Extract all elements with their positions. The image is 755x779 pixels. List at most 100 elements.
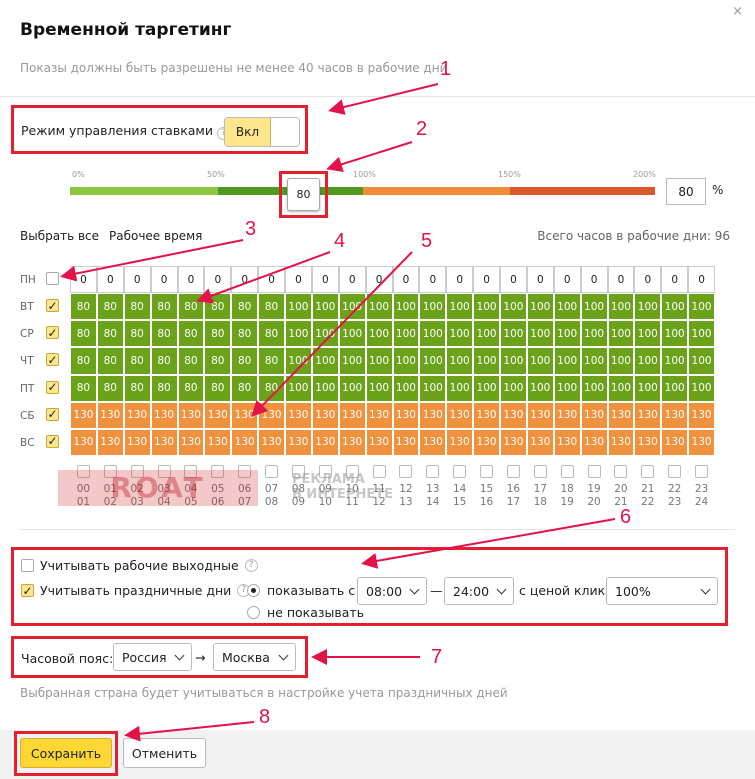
grid-cell[interactable]: 100 — [688, 347, 715, 375]
grid-cell[interactable]: 130 — [96, 428, 124, 456]
grid-cell[interactable]: 0 — [500, 266, 527, 294]
grid-cell[interactable]: 100 — [285, 320, 312, 348]
hide-radio-option[interactable]: не показывать — [247, 605, 364, 620]
grid-cell[interactable]: 100 — [338, 347, 366, 375]
grid-cell[interactable]: 100 — [580, 320, 608, 348]
grid-cell[interactable]: 100 — [311, 293, 339, 321]
grid-cell[interactable]: 0 — [661, 266, 689, 294]
day-checkbox[interactable]: ✓ — [46, 407, 59, 422]
hour-checkbox[interactable] — [291, 465, 305, 478]
grid-cell[interactable]: 100 — [553, 374, 581, 402]
grid-cell[interactable]: 80 — [258, 347, 285, 375]
grid-cell[interactable]: 100 — [285, 293, 312, 321]
grid-cell[interactable]: 130 — [526, 401, 554, 429]
grid-cell[interactable]: 130 — [473, 428, 500, 456]
country-select[interactable]: Россия — [113, 643, 192, 671]
grid-cell[interactable]: 130 — [661, 401, 689, 429]
grid-cell[interactable]: 80 — [204, 320, 232, 348]
grid-cell[interactable]: 130 — [446, 401, 474, 429]
grid-cell[interactable]: 0 — [634, 266, 662, 294]
grid-cell[interactable]: 100 — [338, 374, 366, 402]
grid-cell[interactable]: 130 — [446, 428, 474, 456]
grid-cell[interactable]: 100 — [365, 320, 393, 348]
bid-mode-toggle[interactable]: Вкл — [224, 117, 300, 147]
slider-track-dark-orange[interactable] — [510, 187, 655, 195]
grid-cell[interactable]: 130 — [688, 428, 715, 456]
grid-cell[interactable]: 80 — [150, 374, 178, 402]
grid-cell[interactable]: 130 — [607, 401, 635, 429]
hour-checkbox[interactable] — [426, 465, 440, 478]
grid-cell[interactable]: 130 — [338, 428, 366, 456]
grid-cell[interactable]: 130 — [526, 428, 554, 456]
grid-cell[interactable]: 80 — [231, 347, 259, 375]
grid-cell[interactable]: 130 — [473, 401, 500, 429]
grid-cell[interactable]: 130 — [150, 401, 178, 429]
grid-cell[interactable]: 100 — [392, 347, 420, 375]
grid-cell[interactable]: 130 — [607, 428, 635, 456]
working-weekends-checkbox[interactable] — [21, 559, 34, 572]
grid-cell[interactable]: 100 — [688, 374, 715, 402]
grid-cell[interactable]: 0 — [473, 266, 500, 294]
grid-cell[interactable]: 100 — [688, 293, 715, 321]
grid-cell[interactable]: 100 — [661, 293, 689, 321]
grid-cell[interactable]: 100 — [500, 320, 527, 348]
slider-handle[interactable]: 80 — [287, 178, 320, 211]
grid-cell[interactable]: 100 — [553, 320, 581, 348]
grid-cell[interactable]: 80 — [231, 293, 259, 321]
grid-cell[interactable]: 130 — [311, 401, 339, 429]
grid-cell[interactable]: 80 — [204, 374, 232, 402]
grid-cell[interactable]: 130 — [285, 401, 312, 429]
hour-checkbox[interactable] — [560, 465, 574, 478]
day-checkbox[interactable]: ✓ — [46, 298, 59, 313]
hour-checkbox[interactable] — [318, 465, 332, 478]
grid-cell[interactable]: 0 — [285, 266, 312, 294]
grid-cell[interactable]: 100 — [580, 374, 608, 402]
close-icon[interactable]: × — [732, 4, 743, 19]
grid-cell[interactable]: 130 — [365, 401, 393, 429]
day-checkbox[interactable] — [46, 272, 59, 285]
grid-cell[interactable]: 100 — [446, 374, 474, 402]
grid-cell[interactable]: 80 — [258, 320, 285, 348]
grid-cell[interactable]: 100 — [634, 320, 662, 348]
grid-cell[interactable]: 130 — [338, 401, 366, 429]
grid-cell[interactable]: 0 — [311, 266, 339, 294]
grid-cell[interactable]: 0 — [446, 266, 474, 294]
grid-cell[interactable]: 130 — [553, 428, 581, 456]
grid-cell[interactable]: 100 — [473, 374, 500, 402]
grid-cell[interactable]: 130 — [688, 401, 715, 429]
grid-cell[interactable]: 130 — [419, 428, 447, 456]
hour-checkbox[interactable] — [533, 465, 547, 478]
grid-cell[interactable]: 130 — [204, 428, 232, 456]
grid-cell[interactable]: 80 — [70, 293, 97, 321]
hour-checkbox[interactable] — [103, 465, 117, 478]
hour-checkbox[interactable] — [668, 465, 682, 478]
grid-cell[interactable]: 130 — [96, 401, 124, 429]
grid-cell[interactable]: 100 — [419, 320, 447, 348]
grid-cell[interactable]: 100 — [526, 347, 554, 375]
grid-cell[interactable]: 80 — [96, 347, 124, 375]
grid-cell[interactable]: 100 — [419, 293, 447, 321]
grid-cell[interactable]: 100 — [634, 374, 662, 402]
grid-cell[interactable]: 0 — [123, 266, 151, 294]
grid-cell[interactable]: 100 — [580, 347, 608, 375]
grid-cell[interactable]: 0 — [150, 266, 178, 294]
grid-cell[interactable]: 80 — [177, 374, 205, 402]
grid-cell[interactable]: 80 — [123, 293, 151, 321]
grid-cell[interactable]: 100 — [419, 347, 447, 375]
percent-input[interactable]: 80 — [666, 178, 706, 205]
slider-track-orange[interactable] — [363, 187, 510, 195]
hour-checkbox[interactable] — [480, 465, 494, 478]
grid-cell[interactable]: 130 — [500, 401, 527, 429]
grid-cell[interactable]: 80 — [96, 374, 124, 402]
grid-cell[interactable]: 100 — [688, 320, 715, 348]
help-icon[interactable]: ? — [244, 559, 258, 572]
grid-cell[interactable]: 100 — [500, 347, 527, 375]
grid-cell[interactable]: 80 — [96, 320, 124, 348]
grid-cell[interactable]: 130 — [70, 428, 97, 456]
grid-cell[interactable]: 130 — [231, 428, 259, 456]
grid-cell[interactable]: 0 — [365, 266, 393, 294]
grid-cell[interactable]: 100 — [446, 320, 474, 348]
grid-cell[interactable]: 80 — [123, 374, 151, 402]
grid-cell[interactable]: 130 — [204, 401, 232, 429]
show-radio-option[interactable]: показывать с — [247, 583, 355, 598]
